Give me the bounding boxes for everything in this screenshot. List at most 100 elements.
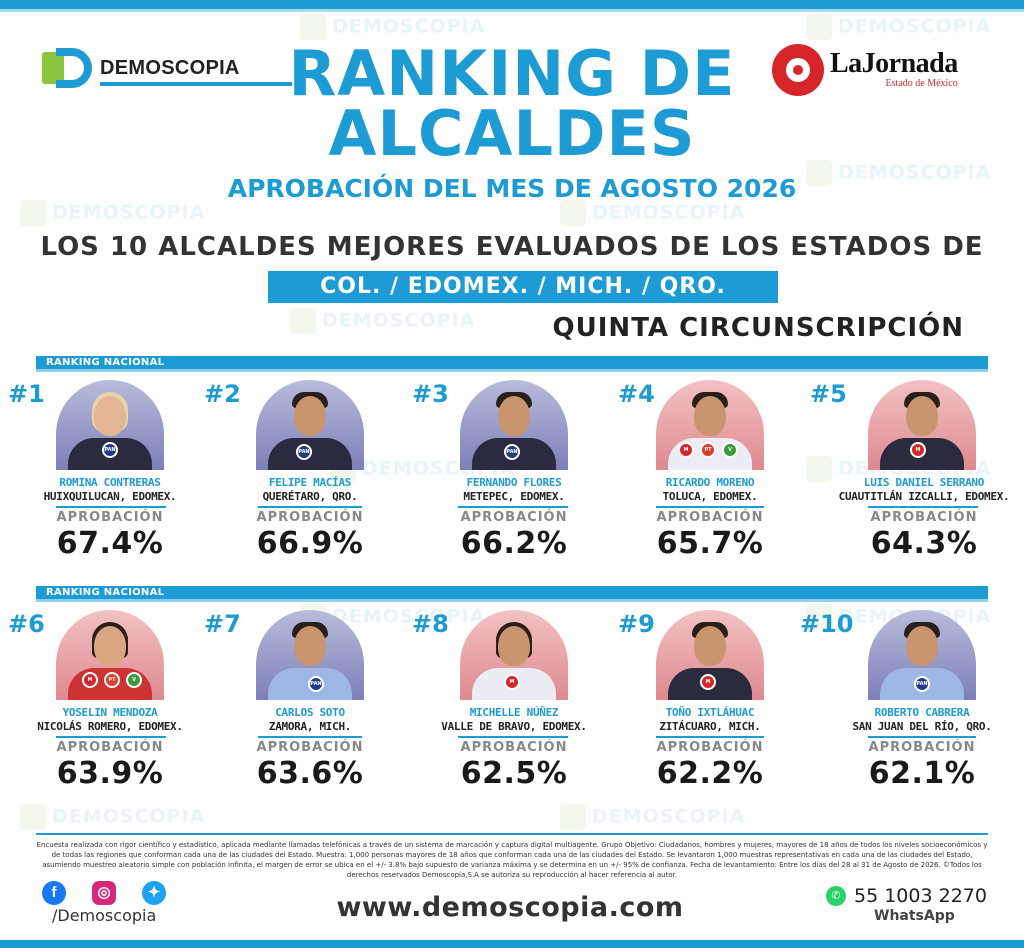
methodology-note: Encuesta realizada con rigor científico … [36, 841, 988, 879]
whatsapp-number: 55 1003 2270 [854, 885, 987, 907]
ranking-bar: RANKING NACIONAL [36, 356, 988, 372]
mayor-city: VALLE DE BRAVO, EDOMEX. [441, 720, 587, 733]
approval-label: APROBACIÓN [256, 510, 364, 525]
morena-badge-icon: M [678, 442, 694, 458]
watermark: DEMOSCOPIA [20, 804, 205, 830]
approval-value: 67.4% [56, 526, 164, 561]
approval-label: APROBACIÓN [56, 510, 164, 525]
watermark: DEMOSCOPIA [290, 308, 475, 334]
lajornada-logo-text: LaJornada [830, 48, 958, 79]
mayor-photo: M [460, 610, 568, 700]
mayor-card: #5 M LUIS DANIEL SERRANO CUAUTITLÁN IZCA… [810, 380, 1010, 600]
mayor-photo: PAN [56, 380, 164, 470]
mayor-name: FELIPE MACÍAS [268, 476, 352, 489]
watermark: DEMOSCOPIA [560, 804, 745, 830]
watermark: DEMOSCOPIA [806, 160, 991, 186]
approval-label: APROBACIÓN [256, 740, 364, 755]
morena-badge-icon: M [82, 672, 98, 688]
pan-badge-icon: PAN [296, 444, 312, 460]
demoscopia-mark-icon [42, 48, 94, 88]
approval-label: APROBACIÓN [460, 740, 568, 755]
headline: LOS 10 ALCALDES MEJORES EVALUADOS DE LOS… [40, 232, 984, 262]
pt-badge-icon: PT [104, 672, 120, 688]
rank-number: #7 [204, 610, 241, 638]
mayor-card: #7 PAN CARLOS SOTO ZAMORA, MICH. APROBAC… [204, 610, 404, 830]
twitter-icon[interactable]: ✦ [142, 881, 166, 905]
approval-value: 66.2% [460, 526, 568, 561]
ranking-bar: RANKING NACIONAL [36, 586, 988, 602]
approval-label: APROBACIÓN [656, 740, 764, 755]
top-accent-bar [0, 0, 1024, 12]
mayor-name: LUIS DANIEL SERRANO [863, 476, 985, 489]
rank-number: #2 [204, 380, 241, 408]
bottom-accent-bar [0, 940, 1024, 948]
page-subtitle: APROBACIÓN DEL MES DE AGOSTO 2026 [227, 174, 797, 203]
mayor-photo: M PT V [56, 610, 164, 700]
approval-value: 66.9% [256, 526, 364, 561]
approval-value: 65.7% [656, 526, 764, 561]
rank-number: #6 [8, 610, 45, 638]
morena-badge-icon: M [910, 442, 926, 458]
mayor-city: QUERÉTARO, QRO. [262, 490, 358, 503]
mayor-city: HUIXQUILUCAN, EDOMEX. [43, 490, 177, 503]
whatsapp-icon: ✆ [826, 886, 846, 906]
circunscripcion-label: QUINTA CIRCUNSCRIPCIÓN [552, 313, 964, 343]
approval-label: APROBACIÓN [870, 510, 978, 525]
mayor-city: SAN JUAN DEL RÍO, QRO. [852, 720, 992, 733]
mayor-name: RICARDO MORENO [665, 476, 755, 489]
mayor-card: #1 PAN ROMINA CONTRERAS HUIXQUILUCAN, ED… [8, 380, 208, 600]
mayor-photo: M PT V [656, 380, 764, 470]
mayor-name: ROMINA CONTRERAS [59, 476, 161, 489]
morena-badge-icon: M [504, 674, 520, 690]
lajornada-logo-subtext: Estado de México [885, 78, 958, 89]
mayor-card: #4 M PT V RICARDO MORENO TOLUCA, EDOMEX.… [618, 380, 818, 600]
mayor-name: MICHELLE NÚÑEZ [469, 706, 559, 719]
mayor-photo: PAN [460, 380, 568, 470]
facebook-icon[interactable]: f [42, 881, 66, 905]
instagram-icon[interactable]: ◎ [92, 881, 116, 905]
mayor-card: #9 M TOÑO IXTLÁHUAC ZITÁCUARO, MICH. APR… [618, 610, 818, 830]
watermark: DEMOSCOPIA [20, 200, 205, 226]
states-banner: COL. / EDOMEX. / MICH. / QRO. [268, 271, 778, 303]
rank-number: #10 [800, 610, 854, 638]
mayor-name: YOSELIN MENDOZA [62, 706, 158, 719]
watermark: DEMOSCOPIA [560, 200, 745, 226]
whatsapp-label: WhatsApp [874, 908, 955, 924]
approval-value: 64.3% [870, 526, 978, 561]
verde-badge-icon: V [722, 442, 738, 458]
mayor-city: NICOLÁS ROMERO, EDOMEX. [37, 720, 183, 733]
approval-label: APROBACIÓN [56, 740, 164, 755]
mayor-photo: M [868, 380, 976, 470]
pan-badge-icon: PAN [308, 676, 324, 692]
approval-value: 62.5% [460, 756, 568, 791]
mayor-city: CUAUTITLÁN IZCALLI, EDOMEX. [838, 490, 1010, 503]
mayor-card: #6 M PT V YOSELIN MENDOZA NICOLÁS ROMERO… [8, 610, 208, 830]
mayor-name: CARLOS SOTO [275, 706, 345, 719]
approval-value: 62.2% [656, 756, 764, 791]
sun-icon [772, 44, 824, 96]
rank-number: #5 [810, 380, 847, 408]
mayor-photo: PAN [256, 380, 364, 470]
rank-number: #3 [412, 380, 449, 408]
mayor-city: TOLUCA, EDOMEX. [662, 490, 758, 503]
pan-badge-icon: PAN [102, 442, 118, 458]
rank-number: #8 [412, 610, 449, 638]
approval-label: APROBACIÓN [868, 740, 976, 755]
watermark: DEMOSCOPIA [300, 14, 485, 40]
pan-badge-icon: PAN [504, 444, 520, 460]
approval-value: 63.6% [256, 756, 364, 791]
rank-number: #1 [8, 380, 45, 408]
pt-badge-icon: PT [700, 442, 716, 458]
social-handle: /Demoscopia [52, 906, 157, 925]
pan-badge-icon: PAN [914, 676, 930, 692]
mayor-name: FERNANDO FLORES [466, 476, 562, 489]
website-link[interactable]: www.demoscopia.com [336, 892, 684, 923]
demoscopia-logo: DEMOSCOPIA [42, 48, 292, 88]
mayor-card: #2 PAN FELIPE MACÍAS QUERÉTARO, QRO. APR… [204, 380, 404, 600]
whatsapp-contact[interactable]: ✆ 55 1003 2270 [826, 885, 987, 907]
rank-number: #4 [618, 380, 655, 408]
watermark: DEMOSCOPIA [806, 14, 991, 40]
verde-badge-icon: V [126, 672, 142, 688]
demoscopia-logo-text: DEMOSCOPIA [100, 56, 240, 79]
mayor-photo: PAN [868, 610, 976, 700]
